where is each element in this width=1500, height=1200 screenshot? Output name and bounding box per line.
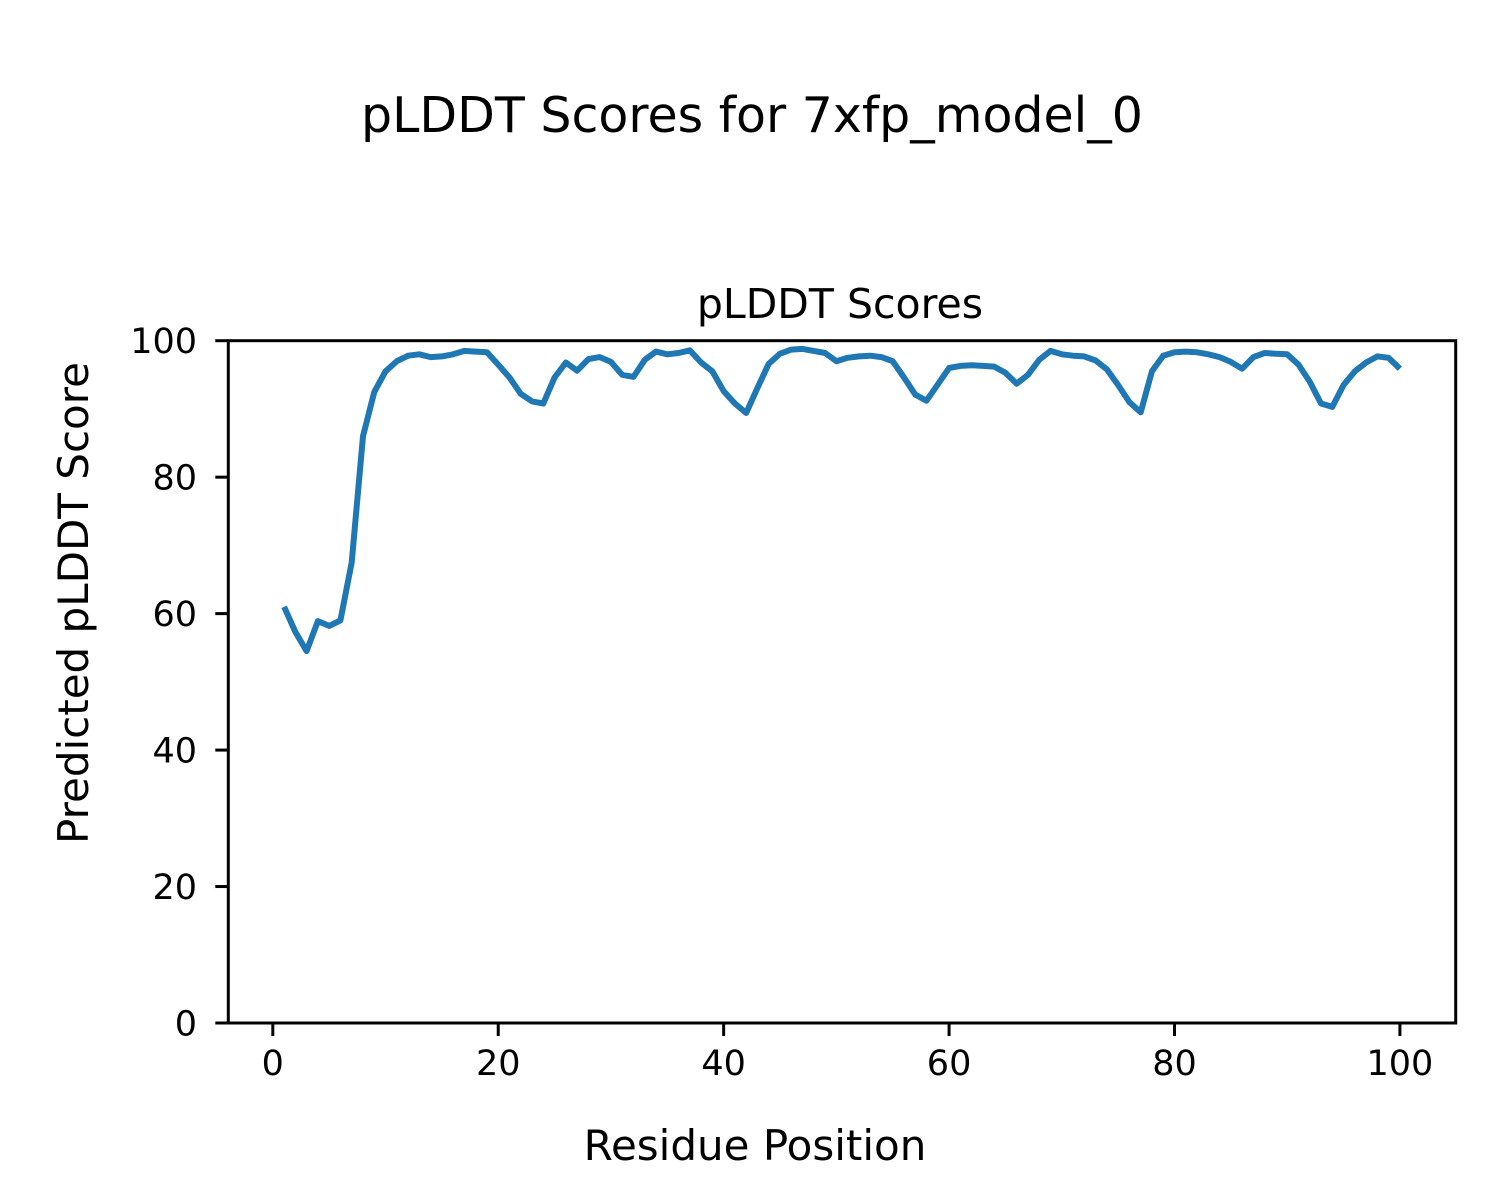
- x-tick-label: 40: [701, 1044, 746, 1084]
- y-tick-label: 20: [152, 868, 197, 908]
- y-tick-label: 60: [152, 595, 197, 635]
- plot-area-border: [226, 339, 1458, 1025]
- x-tick-label: 80: [1152, 1044, 1197, 1084]
- x-tick-label: 0: [262, 1044, 284, 1084]
- x-tick-label: 100: [1367, 1044, 1434, 1084]
- plddt-line: [281, 345, 1402, 655]
- y-axis-ticks: 0 20 40 60 80 100: [130, 322, 229, 1045]
- x-axis-ticks: 0 20 40 60 80 100: [262, 1023, 1434, 1084]
- y-tick-label: 0: [175, 1005, 197, 1045]
- y-tick-label: 40: [152, 732, 197, 772]
- y-tick-label: 100: [130, 322, 197, 362]
- y-tick-label: 80: [152, 459, 197, 499]
- y-axis-label: Predicted pLDDT Score: [49, 362, 98, 844]
- x-axis-label: Residue Position: [584, 1121, 927, 1170]
- x-tick-label: 60: [927, 1044, 972, 1084]
- figure-suptitle: pLDDT Scores for 7xfp_model_0: [361, 87, 1143, 144]
- x-tick-label: 20: [476, 1044, 521, 1084]
- axes-title: pLDDT Scores: [697, 280, 983, 328]
